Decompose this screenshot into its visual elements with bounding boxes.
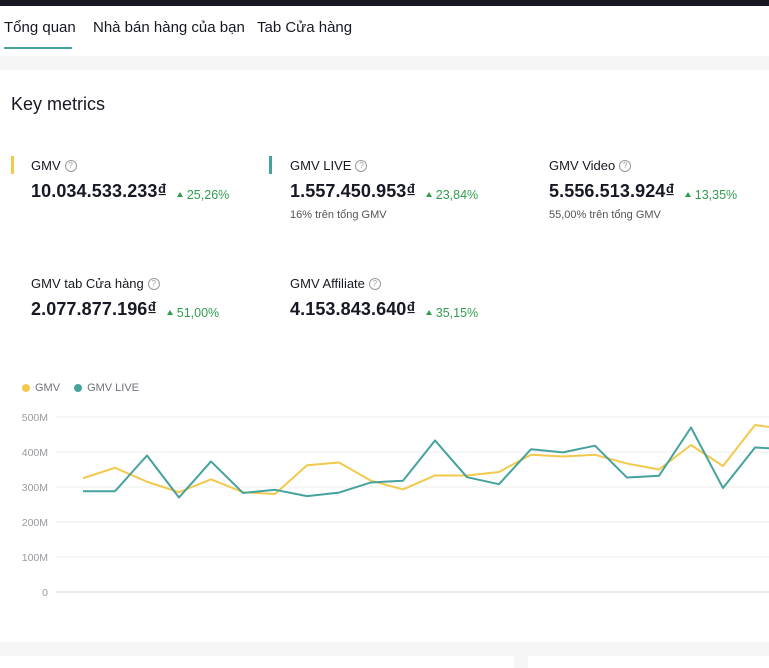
x-tick-label: Th02. 26 [510, 599, 552, 600]
key-metrics-panel: Key metrics GMV ? 10.034.533.233₫ 25,26%… [0, 70, 769, 642]
legend-label: GMV LIVE [87, 382, 140, 394]
metric-gmv-shop-tab[interactable]: GMV tab Cửa hàng ? 2.077.877.196₫ 51,00% [31, 276, 219, 320]
metric-gmv-shop-tab-value: 2.077.877.196₫ [31, 299, 157, 319]
legend-dot [22, 384, 30, 392]
x-tick-label: Th02. 18 [254, 599, 296, 600]
x-tick-label: Th02. 20 [318, 599, 360, 600]
metric-gmv-live[interactable]: GMV LIVE ? 1.557.450.953₫ 23,84% 16% trê… [290, 158, 478, 221]
panel-title: Key metrics [11, 94, 106, 114]
y-tick-label: 100M [22, 552, 48, 564]
metric-gmv-live-value: 1.557.450.953₫ [290, 181, 416, 201]
help-icon[interactable]: ? [355, 159, 368, 172]
y-tick-label: 500M [22, 412, 48, 424]
metric-gmv-video-value: 5.556.513.924₫ [549, 181, 675, 201]
help-icon[interactable]: ? [619, 159, 632, 172]
legend-item-gmv[interactable]: GMV [22, 382, 60, 394]
x-tick-label: Th02. 28 [574, 599, 616, 600]
y-tick-label: 300M [22, 482, 48, 494]
up-arrow-icon [684, 192, 691, 197]
metric-value-row: 5.556.513.924₫ 13,35% [549, 181, 737, 202]
change-value: 23,84% [435, 188, 479, 202]
change-value: 13,35% [694, 188, 738, 202]
metric-gmv-value: 10.034.533.233₫ [31, 181, 167, 201]
metric-gmv-live-share: 16% trên tổng GMV [290, 209, 387, 221]
metric-gmv-video[interactable]: GMV Video ? 5.556.513.924₫ 13,35% 55,00%… [549, 158, 737, 221]
tab-your-sellers[interactable]: Nhà bán hàng của bạn [93, 19, 245, 36]
metric-gmv-live-change: 23,84% [425, 188, 479, 202]
change-value: 35,15% [435, 306, 479, 320]
y-tick-label: 400M [22, 447, 48, 459]
y-tick-label: 0 [42, 587, 48, 599]
gmv-live-series-marker[interactable] [269, 156, 272, 174]
tab-shop-tab[interactable]: Tab Cửa hàng [257, 19, 353, 36]
up-arrow-icon [166, 310, 173, 315]
x-tick-label: Th02. 24 [446, 599, 488, 600]
chart-legend: GMV GMV LIVE [22, 382, 139, 394]
change-value: 51,00% [176, 306, 220, 320]
legend-dot [74, 384, 83, 392]
metric-gmv-shop-tab-label: GMV tab Cửa hàng [31, 276, 144, 291]
metric-gmv-video-change: 13,35% [684, 188, 738, 202]
x-tick-label: Th02. 22 [382, 599, 424, 600]
help-icon[interactable]: ? [64, 159, 77, 172]
metric-gmv-label: GMV [31, 158, 61, 173]
metric-label: GMV ? [31, 158, 229, 173]
metric-gmv-affiliate-value: 4.153.843.640₫ [290, 299, 416, 319]
active-tab-indicator [4, 47, 72, 49]
x-tick-label: Th02. 14 [126, 599, 168, 600]
bottom-card-right [528, 656, 769, 668]
metric-gmv-video-label: GMV Video [549, 158, 616, 173]
gmv-line-chart[interactable]: 0 100M 200M 300M 400M 500M Th02. 12 Th02. 14 Th0… [0, 400, 769, 600]
metric-label: GMV Affiliate ? [290, 276, 478, 291]
x-tick-label: Th02. 12 [62, 599, 104, 600]
top-bar [0, 0, 769, 6]
series-line-gmv[interactable] [82, 424, 769, 495]
tab-bar: Tổng quan Nhà bán hàng của bạn Tab Cửa h… [0, 6, 769, 56]
metric-gmv-live-label: GMV LIVE [290, 158, 352, 173]
legend-label: GMV [35, 382, 61, 394]
metric-value-row: 10.034.533.233₫ 25,26% [31, 181, 229, 202]
metric-gmv-affiliate-label: GMV Affiliate [290, 276, 365, 291]
metric-gmv-change: 25,26% [176, 188, 230, 202]
metric-gmv[interactable]: GMV ? 10.034.533.233₫ 25,26% [31, 158, 229, 202]
metric-value-row: 1.557.450.953₫ 23,84% [290, 181, 478, 202]
x-tick-label: Th02. 16 [190, 599, 232, 600]
metric-label: GMV tab Cửa hàng ? [31, 276, 219, 291]
up-arrow-icon [176, 192, 183, 197]
legend-item-gmv-live[interactable]: GMV LIVE [74, 382, 139, 394]
up-arrow-icon [425, 310, 432, 315]
metric-value-row: 4.153.843.640₫ 35,15% [290, 299, 478, 320]
metric-label: GMV LIVE ? [290, 158, 478, 173]
metric-gmv-video-share: 55,00% trên tổng GMV [549, 209, 661, 221]
help-icon[interactable]: ? [147, 277, 160, 290]
series-line-gmv-live[interactable] [83, 426, 769, 499]
up-arrow-icon [425, 192, 432, 197]
change-value: 25,26% [186, 188, 230, 202]
tab-overview[interactable]: Tổng quan [4, 19, 76, 36]
metric-gmv-affiliate-change: 35,15% [425, 306, 479, 320]
x-tick-label: Th03. 4 [705, 599, 741, 600]
help-icon[interactable]: ? [368, 277, 381, 290]
metric-value-row: 2.077.877.196₫ 51,00% [31, 299, 219, 320]
metric-gmv-shop-tab-change: 51,00% [166, 306, 220, 320]
bottom-card-left [0, 656, 514, 668]
y-tick-label: 200M [22, 517, 48, 529]
metric-gmv-affiliate[interactable]: GMV Affiliate ? 4.153.843.640₫ 35,15% [290, 276, 478, 320]
gmv-series-marker[interactable] [11, 156, 14, 174]
metric-label: GMV Video ? [549, 158, 737, 173]
x-tick-label: Th03. 2 [641, 599, 677, 600]
